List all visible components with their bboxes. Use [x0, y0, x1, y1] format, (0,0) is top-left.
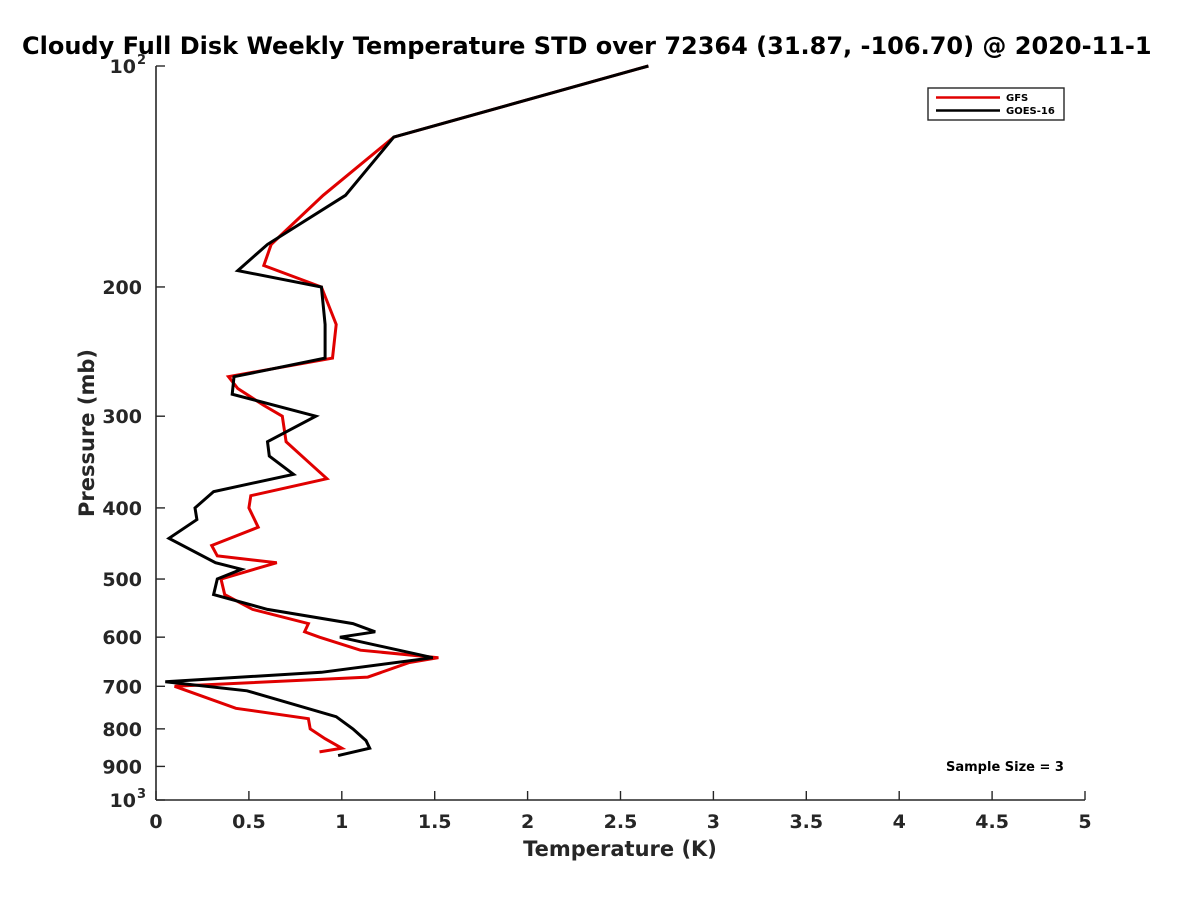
- x-axis-label: Temperature (K): [523, 837, 717, 861]
- x-tick-label: 3: [707, 811, 720, 833]
- chart-title: Cloudy Full Disk Weekly Temperature STD …: [22, 32, 1152, 60]
- y-tick-label: 600: [102, 627, 142, 649]
- series-line-gfs: [174, 64, 649, 754]
- x-tick-label: 2.5: [604, 811, 638, 833]
- y-tick-label: 200: [102, 277, 142, 299]
- x-tick-label: 5: [1078, 811, 1091, 833]
- legend-box: [927, 87, 1065, 121]
- y-tick-label: 10: [110, 56, 136, 78]
- y-tick-label: 800: [102, 719, 142, 741]
- y-tick-exponent: 2: [137, 53, 146, 68]
- plot-axes: [155, 66, 1085, 801]
- legend: GFS GOES-16: [927, 87, 1065, 121]
- y-tick-label: 700: [102, 676, 142, 698]
- y-tick-label: 10: [110, 790, 136, 812]
- y-tick-label: 900: [102, 756, 142, 778]
- series-line-goes-16: [165, 64, 649, 758]
- x-tick-label: 4: [893, 811, 906, 833]
- x-tick-label: 0.5: [232, 811, 266, 833]
- series-lines: [165, 64, 649, 758]
- x-tick-label: 1: [335, 811, 348, 833]
- x-tick-label: 4.5: [975, 811, 1009, 833]
- x-tick-label: 1.5: [418, 811, 452, 833]
- legend-label-gfs: GFS: [1006, 93, 1028, 104]
- y-axis-label: Pressure (mb): [75, 349, 99, 517]
- y-tick-label: 400: [102, 498, 142, 520]
- y-tick-label: 500: [102, 569, 142, 591]
- y-tick-label: 300: [102, 406, 142, 428]
- y-tick-exponent: 3: [137, 787, 146, 802]
- x-tick-label: 0: [149, 811, 162, 833]
- x-tick-label: 3.5: [789, 811, 823, 833]
- sample-size-annotation: Sample Size = 3: [946, 760, 1064, 775]
- x-tick-label: 2: [521, 811, 534, 833]
- x-ticks: 0 0.5 1 1.5 2 2.5 3 3.5 4 4.5 5: [149, 791, 1092, 833]
- legend-label-goes-16: GOES-16: [1006, 106, 1055, 117]
